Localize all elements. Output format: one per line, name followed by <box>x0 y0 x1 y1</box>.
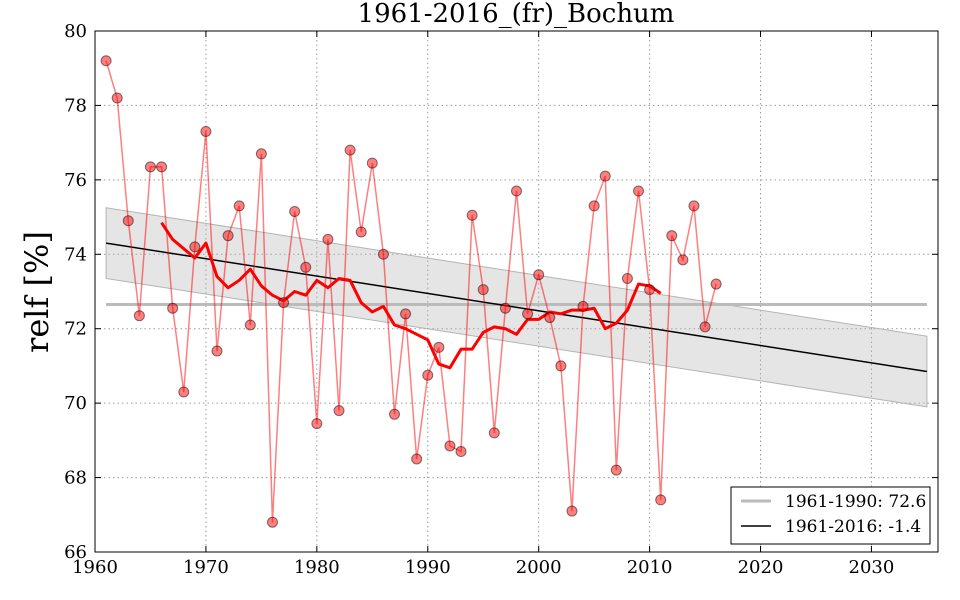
moving-average-line <box>160 221 662 370</box>
data-point <box>422 369 434 381</box>
data-point <box>377 248 389 260</box>
data-point <box>133 310 145 322</box>
x-tick-label: 1980 <box>294 557 340 578</box>
data-point <box>211 345 223 357</box>
data-point <box>167 302 179 314</box>
axes <box>94 30 939 553</box>
grid-lines <box>95 31 938 552</box>
data-point <box>499 302 511 314</box>
data-point <box>588 200 600 212</box>
x-tick-label: 2000 <box>516 557 562 578</box>
data-point <box>156 161 168 173</box>
data-point <box>555 360 567 372</box>
trend-line <box>105 242 928 373</box>
data-point <box>655 494 667 506</box>
x-tick-label: 2020 <box>738 557 784 578</box>
data-point <box>644 284 656 296</box>
data-point <box>322 233 334 245</box>
data-point <box>455 446 467 458</box>
data-point <box>255 148 267 160</box>
data-point <box>511 185 522 197</box>
y-tick-label: 74 <box>64 244 87 265</box>
y-tick-label: 78 <box>64 95 87 116</box>
data-point <box>533 269 545 281</box>
x-tick-label: 2030 <box>849 557 895 578</box>
data-point <box>289 205 301 217</box>
data-point <box>100 55 112 67</box>
y-tick-label: 80 <box>64 21 87 42</box>
x-tick-label: 1990 <box>405 557 451 578</box>
data-point <box>355 226 367 238</box>
data-point <box>233 200 245 212</box>
data-point <box>488 427 500 439</box>
data-point <box>300 261 312 273</box>
legend: 1961-1990: 72.6 1961-2016: -1.4 <box>730 486 931 545</box>
y-tick-label: 76 <box>64 170 87 191</box>
data-point <box>610 464 622 476</box>
data-point <box>633 185 645 197</box>
data-point <box>366 157 378 169</box>
data-point <box>200 125 212 137</box>
data-point <box>566 505 578 517</box>
legend-label-reference: 1961-1990: 72.6 <box>785 492 926 512</box>
data-point <box>699 321 711 333</box>
data-point <box>477 284 489 296</box>
data-point <box>400 308 412 320</box>
data-point <box>189 241 201 253</box>
y-axis-label: relf [%] <box>18 231 56 353</box>
series-layer <box>105 60 717 523</box>
y-tick-label: 72 <box>64 319 87 340</box>
data-point <box>111 92 123 104</box>
data-point <box>278 297 290 309</box>
data-point <box>344 144 356 156</box>
plot-frame <box>94 30 939 553</box>
chart-title: 1961-2016_(fr)_Bochum <box>358 0 675 29</box>
x-tick-label: 2010 <box>627 557 673 578</box>
data-point <box>333 405 345 417</box>
annual-series-line <box>105 60 717 523</box>
data-point <box>178 386 190 398</box>
legend-label-trend: 1961-2016: -1.4 <box>785 517 921 537</box>
data-point <box>666 230 678 242</box>
data-point <box>466 209 478 221</box>
data-point <box>144 161 156 173</box>
data-point <box>266 516 278 528</box>
data-point <box>544 312 556 324</box>
data-point <box>311 418 323 430</box>
data-point <box>244 319 256 331</box>
data-point <box>433 341 445 353</box>
data-point <box>222 230 234 242</box>
data-point <box>411 453 423 465</box>
data-point <box>621 272 633 284</box>
data-point <box>388 408 400 420</box>
y-tick-label: 70 <box>64 393 87 414</box>
data-point <box>522 308 534 320</box>
legend-box <box>730 486 931 545</box>
data-point <box>677 254 689 266</box>
data-point <box>599 170 611 182</box>
x-tick-label: 1970 <box>183 557 229 578</box>
data-points <box>100 55 722 528</box>
y-tick-label: 66 <box>64 542 87 563</box>
data-point <box>577 300 589 312</box>
data-point <box>688 200 700 212</box>
data-point <box>122 215 134 227</box>
data-point <box>444 440 456 452</box>
data-point <box>710 278 722 290</box>
trend-line-layer <box>105 242 928 373</box>
y-tick-label: 68 <box>64 468 87 489</box>
tick-labels: 1960 1970 1980 1990 2000 2010 2020 2030 66 68 70 72… <box>64 21 894 578</box>
x-tick-label: 1960 <box>72 557 118 578</box>
